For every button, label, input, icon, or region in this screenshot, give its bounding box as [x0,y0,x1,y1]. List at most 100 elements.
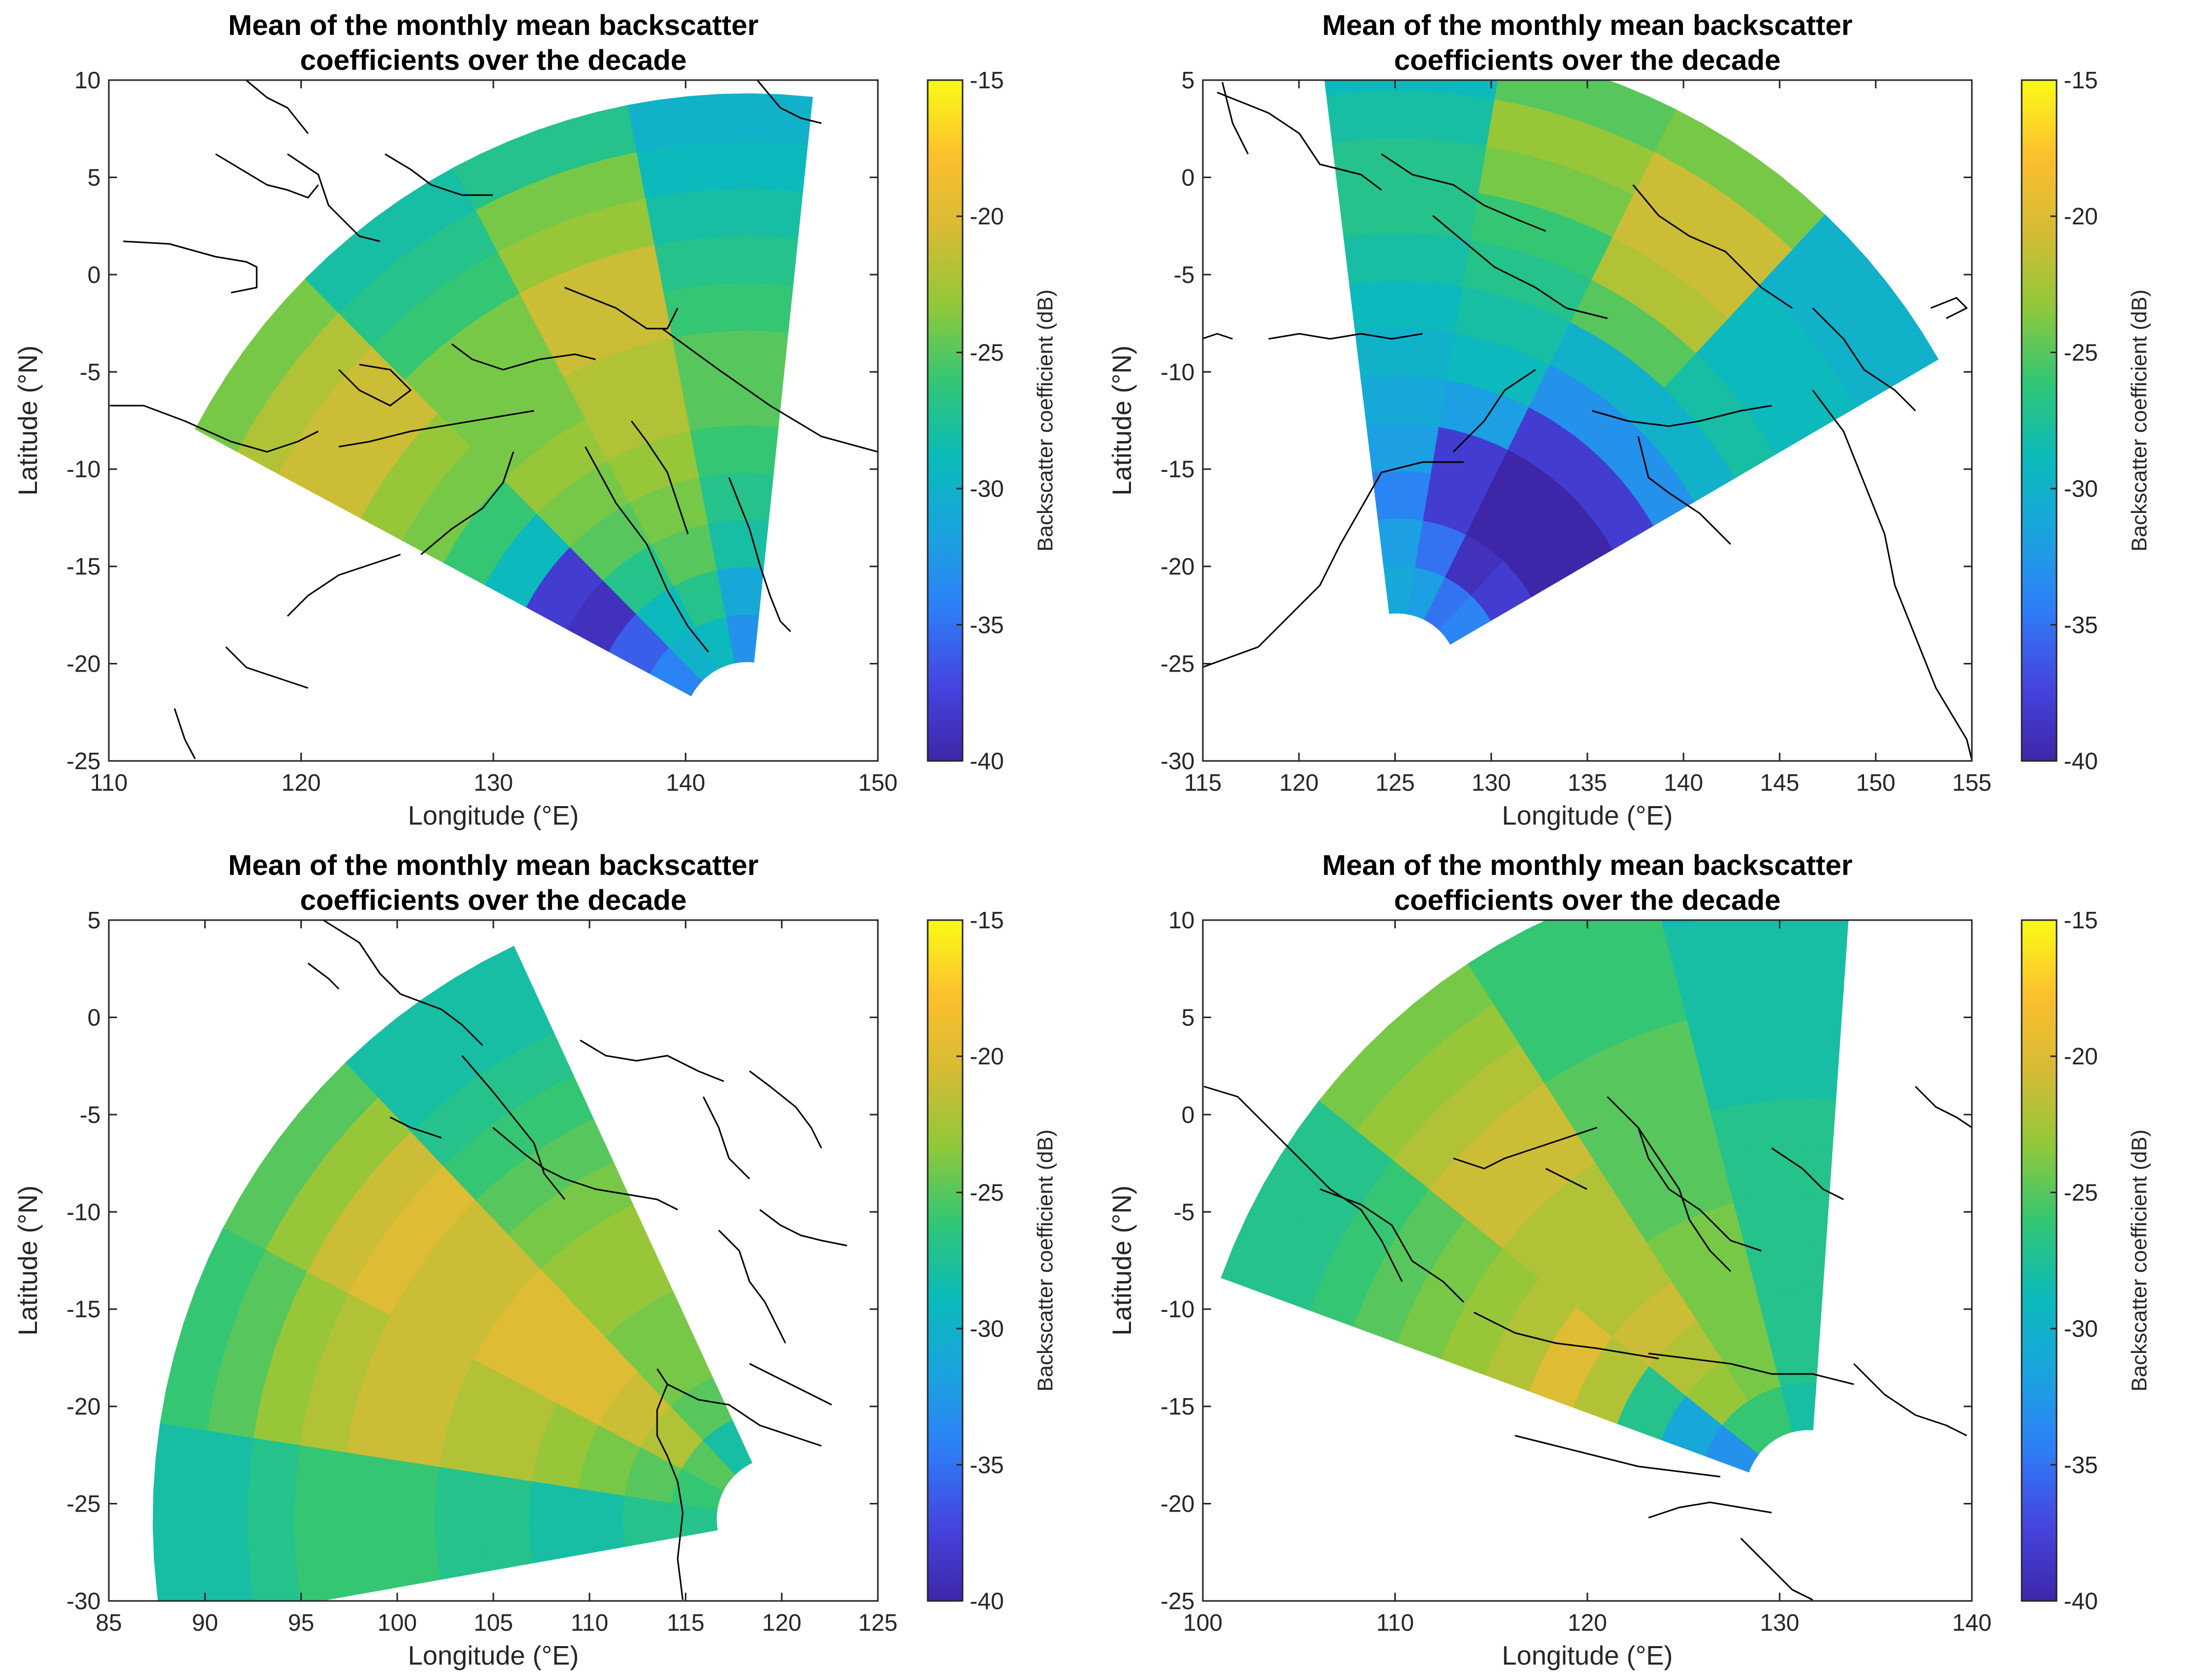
fan-cell [1745,1240,1827,1295]
y-tick-label: -20 [1161,553,1195,580]
x-tick-label: 115 [667,1609,704,1636]
coastline [584,446,709,653]
coastline [287,153,380,242]
coastline [1203,1085,1403,1282]
chart-svg: 85 90 95 100 105 110 115 120 125 -30 -25 -20 -15 -10 -… [13,849,1057,1671]
fan-cell [622,1495,672,1547]
colorbar-tick-label: -20 [970,203,1004,230]
chart-title: coefficients over the decade [1394,44,1780,76]
coastline [1740,1537,1813,1601]
y-tick-label: 0 [1181,164,1195,190]
y-axis-label: Latitude (°N) [1107,1186,1137,1335]
coastline [1203,333,1233,340]
y-tick-label: 0 [1181,1101,1195,1128]
x-tick-label: 130 [1760,1609,1799,1636]
fan-cell [1792,214,1939,384]
colorbar-tick-label: -25 [2064,339,2098,366]
y-tick-label: -15 [67,553,101,580]
x-tick-label: 100 [1183,1609,1223,1636]
y-tick-label: 0 [87,261,101,288]
y-tick-label: -30 [67,1588,101,1614]
coastline [580,1039,724,1082]
x-tick-label: 120 [1568,1609,1607,1636]
y-tick-label: 5 [1181,67,1195,93]
fan-cell [481,1473,533,1572]
backscatter-fan [1203,80,1972,760]
x-axis-label: Longitude (°E) [408,1641,579,1671]
fan-cell [689,425,779,478]
coastline [1637,436,1732,545]
colorbar-tick-label: -40 [2064,748,2098,774]
y-tick-label: -25 [1161,1588,1195,1614]
coastline [1453,1127,1598,1170]
x-tick-label: 120 [281,769,321,796]
chart-title: coefficients over the decade [300,884,686,916]
fan-cell [1343,233,1472,287]
colorbar-tick-label: -20 [970,1043,1004,1070]
coastline [1514,1435,1721,1478]
fan-cell [672,330,789,385]
colorbar [2021,79,2058,762]
colorbar-tick-label: -25 [970,1179,1004,1206]
coastline [1217,91,1382,191]
y-tick-label: -25 [67,748,101,774]
colorbar [927,79,964,762]
x-tick-label: 110 [571,1609,608,1636]
coastline [338,364,412,407]
coastline [492,1127,678,1211]
x-tick-label: 120 [762,1609,801,1636]
x-tick-label: 150 [858,769,898,796]
coastline [244,80,309,134]
chart-panel-bottom-left: 85 90 95 100 105 110 115 120 125 -30 -25 -20 -15 -10 -… [0,840,1094,1680]
coastline [728,477,792,633]
y-tick-label: -10 [67,456,101,483]
fan-cell [434,1466,487,1580]
y-tick-label: 10 [74,67,101,93]
coastline [338,410,534,448]
x-tick-label: 145 [1760,769,1799,796]
backscatter-fan [110,80,878,759]
fan-cell [340,1452,394,1597]
coastline [308,962,340,990]
colorbar-label: Backscatter coefficient (dB) [2127,290,2151,551]
fan-cell [387,1459,440,1589]
coastline [1930,297,1968,319]
colorbar-label: Backscatter coefficient (dB) [2127,1130,2151,1391]
y-tick-label: 10 [1168,907,1195,933]
y-tick-label: -5 [1174,261,1195,288]
coastline [451,343,596,371]
y-tick-label: -30 [1161,748,1195,774]
chart-title: coefficients over the decade [1394,884,1780,916]
coastline [1771,1147,1844,1200]
y-tick-label: -20 [67,651,101,677]
fan-cell [1663,920,1849,974]
chart-title: Mean of the monthly mean backscatter [228,849,758,881]
fan-cell [528,1480,579,1564]
x-tick-label: 110 [1376,1609,1414,1636]
y-tick-label: -10 [67,1198,101,1225]
coastline [1648,1501,1772,1519]
fan-cell [199,1429,254,1601]
fan-cell [1757,1287,1824,1341]
fan-cell [645,188,803,245]
coastline [390,1116,442,1139]
colorbar [927,919,964,1602]
x-tick-label: 150 [1856,769,1895,796]
x-tick-label: 125 [858,1609,898,1636]
coastline [756,80,822,124]
coastline [1432,215,1608,319]
colorbar-tick-label: -30 [970,1315,1004,1342]
x-axis-label: Longitude (°E) [1502,801,1673,831]
colorbar-tick-label: -25 [2064,1179,2098,1206]
coastline [1473,1311,1659,1360]
coastline [749,1070,822,1149]
coastline [1452,369,1536,453]
fan-cell [1337,185,1480,240]
coastline [225,646,309,689]
y-tick-label: -5 [80,1101,101,1128]
fan-cell [1324,80,1499,100]
coastline [1812,390,1972,760]
y-tick-label: -25 [67,1491,101,1517]
colorbar-tick-label: -40 [970,748,1004,774]
coastline [1221,82,1249,155]
